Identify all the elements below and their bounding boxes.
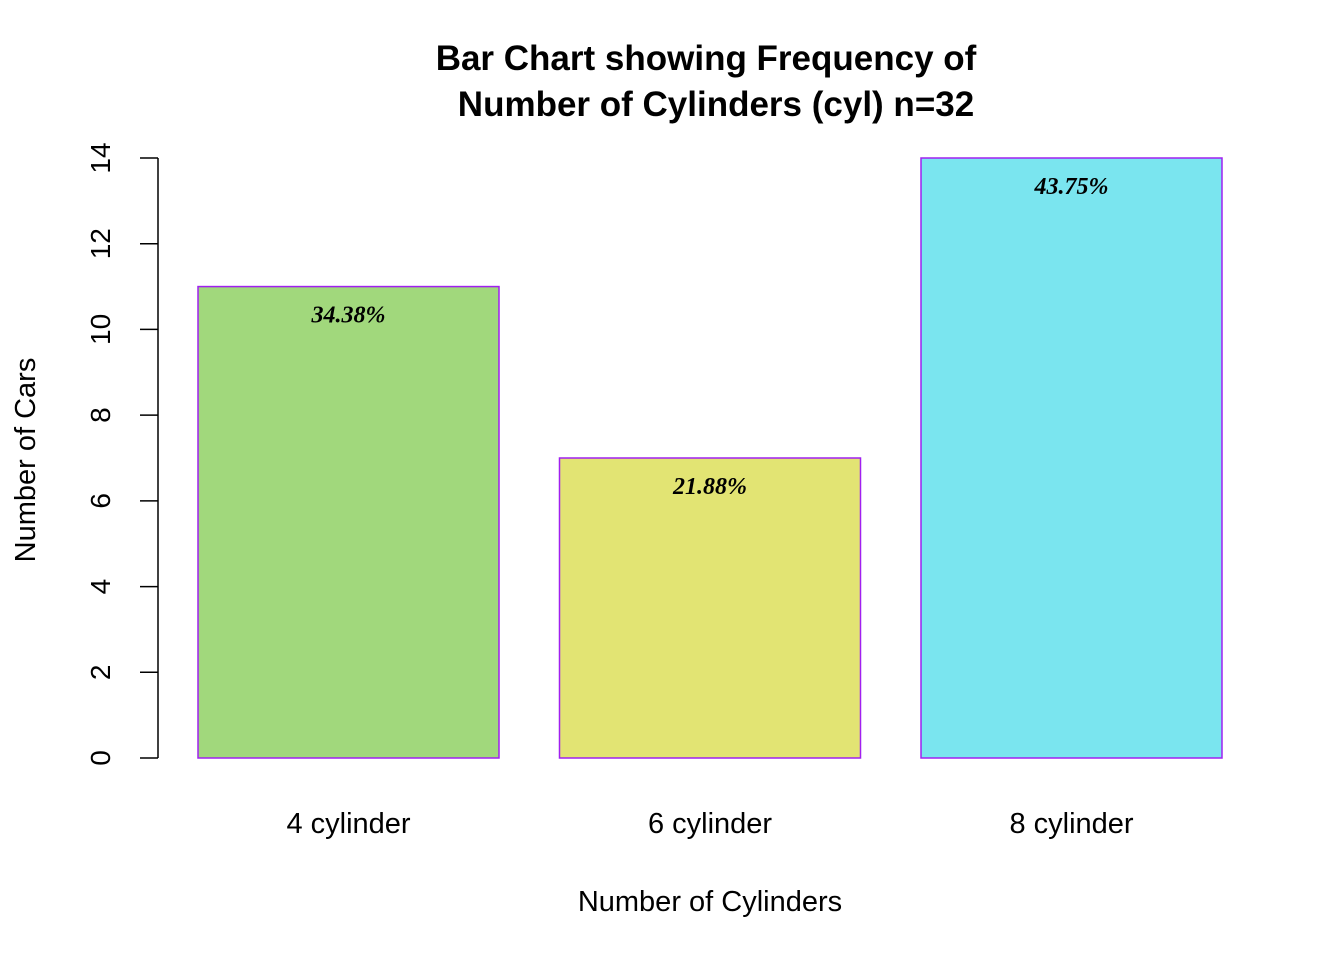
- y-tick-label: 6: [85, 493, 116, 509]
- data-labels: 34.38% 21.88% 43.75%: [311, 174, 1109, 500]
- bars: [197, 157, 1223, 759]
- chart-title-line-2: Number of Cylinders (cyl) n=32: [458, 85, 974, 124]
- y-tick-label: 12: [85, 228, 116, 259]
- x-axis-label: Number of Cylinders: [578, 886, 842, 918]
- data-label: 43.75%: [1034, 174, 1109, 200]
- data-label: 34.38%: [311, 303, 386, 329]
- y-tick-label: 4: [85, 579, 116, 595]
- chart-title-line-1: Bar Chart showing Frequency of: [436, 39, 977, 78]
- y-tick-label: 0: [85, 750, 116, 766]
- chart-title: Bar Chart showing Frequency of Number of…: [436, 39, 977, 124]
- category-label: 6 cylinder: [648, 808, 772, 840]
- category-label: 8 cylinder: [1009, 808, 1133, 840]
- bar-3: [920, 157, 1223, 759]
- bar-2: [558, 457, 862, 759]
- y-axis-label: Number of Cars: [10, 358, 42, 563]
- y-tick-label: 14: [85, 142, 116, 173]
- data-label: 21.88%: [672, 474, 747, 500]
- y-tick-label: 2: [85, 664, 116, 680]
- y-tick-label: 10: [85, 314, 116, 345]
- bar-1: [197, 285, 500, 759]
- y-tick-label: 8: [85, 407, 116, 423]
- y-axis: 0 2 4 6 8 10 12 14: [85, 142, 159, 766]
- category-label: 4 cylinder: [286, 808, 410, 840]
- category-labels: 4 cylinder 6 cylinder 8 cylinder: [286, 808, 1133, 840]
